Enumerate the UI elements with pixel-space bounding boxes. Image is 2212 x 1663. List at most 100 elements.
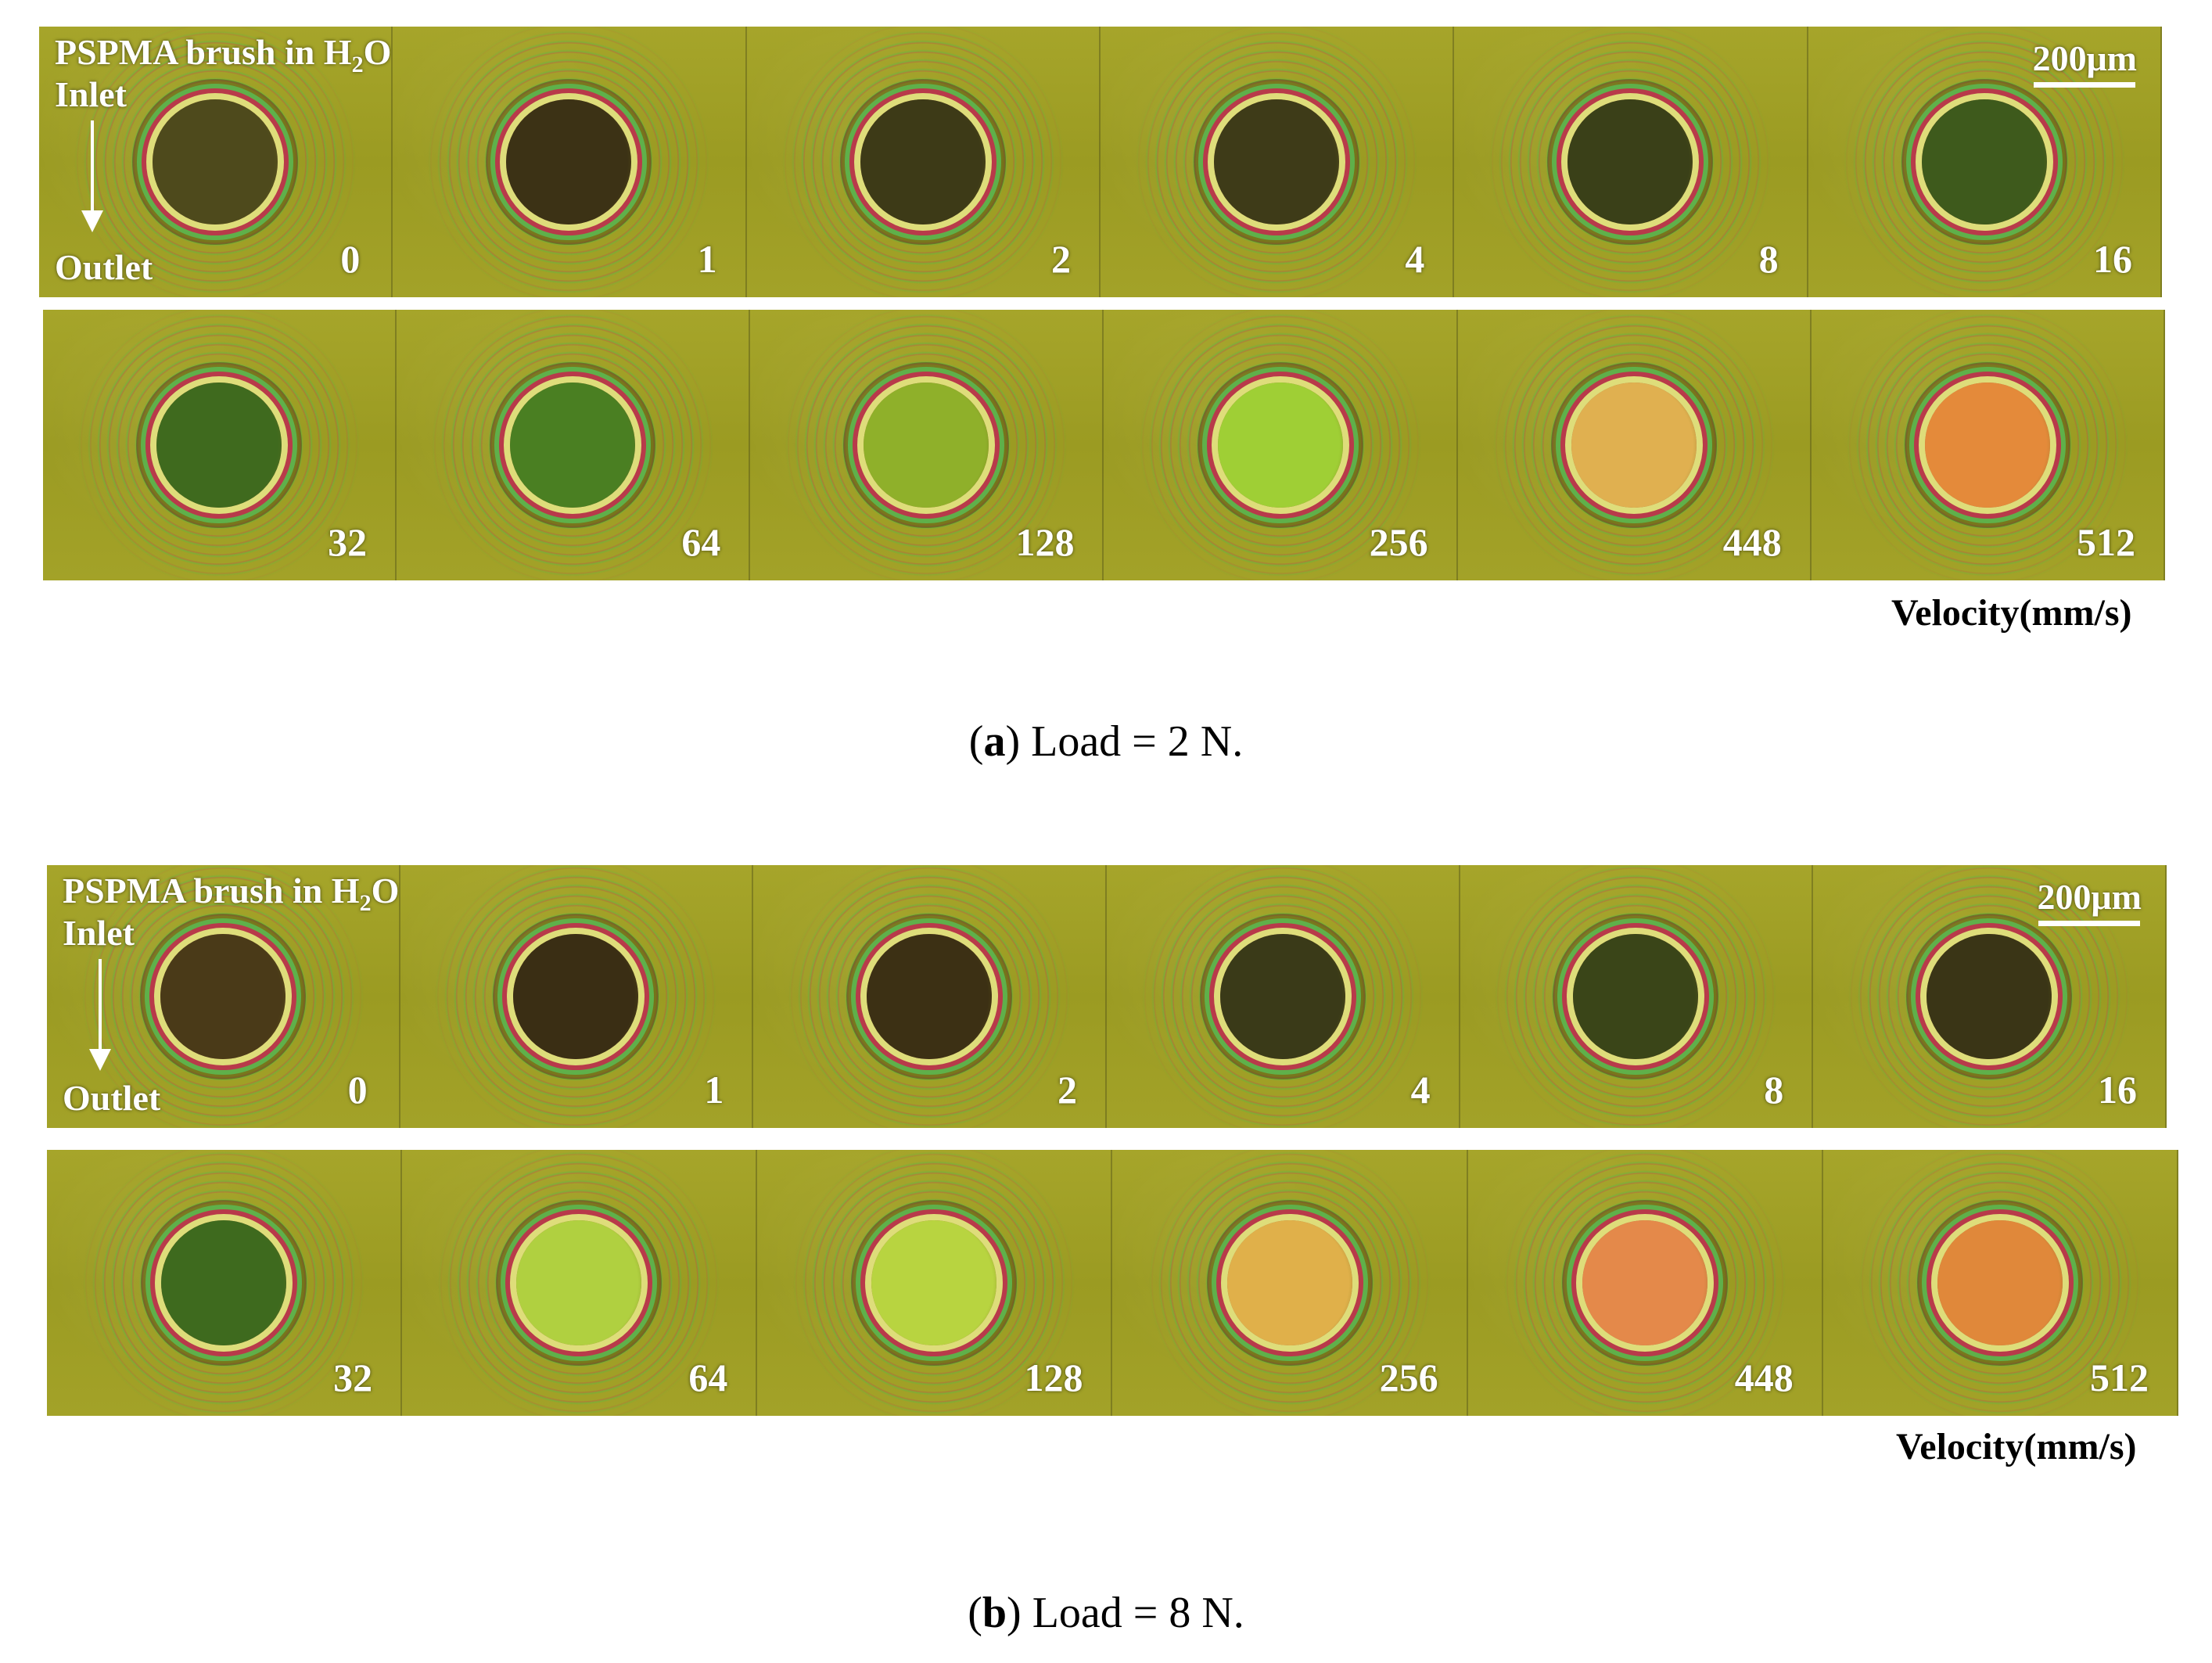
micrograph-frame: 8 xyxy=(1454,27,1808,297)
sample-title-suffix: O xyxy=(371,871,400,911)
velocity-value: 4 xyxy=(1410,1068,1431,1112)
micrograph-frame: 2 xyxy=(753,865,1107,1128)
micrograph-frame: 448 xyxy=(1457,310,1812,580)
contact-zone xyxy=(1214,99,1340,224)
velocity-value: 32 xyxy=(328,520,368,564)
contact-zone xyxy=(510,383,636,508)
micrograph-frame: 128 xyxy=(750,310,1104,580)
contact-zone xyxy=(156,383,282,508)
velocity-value: 16 xyxy=(2092,237,2132,281)
scale-bar-label: 200μm xyxy=(2037,877,2142,917)
velocity-value: 32 xyxy=(333,1356,373,1399)
panel-a-row1: 0 PSPMA brush in H2O Inlet Outlet 1 2 4 8 16 200μ… xyxy=(39,27,2162,297)
contact-zone xyxy=(161,1220,287,1345)
contact-zone xyxy=(1582,1220,1707,1345)
sample-title-prefix: PSPMA brush in H xyxy=(55,32,352,72)
velocity-value: 2 xyxy=(1057,1068,1077,1112)
micrograph-frame: 32 xyxy=(43,310,397,580)
velocity-value: 1 xyxy=(704,1068,724,1112)
panel-a-velocity-label: Velocity(mm/s) xyxy=(1891,592,2132,634)
scale-bar: 200μm xyxy=(2033,38,2137,88)
panel-b-caption: (b) Load = 8 N. xyxy=(968,1589,1244,1637)
velocity-value: 448 xyxy=(1734,1356,1794,1399)
velocity-value: 16 xyxy=(2097,1068,2137,1112)
velocity-value: 8 xyxy=(1758,237,1779,281)
velocity-value: 0 xyxy=(340,237,361,281)
velocity-value: 0 xyxy=(347,1068,368,1112)
panel-b-velocity-label: Velocity(mm/s) xyxy=(1896,1426,2137,1467)
contact-zone xyxy=(871,1220,997,1345)
velocity-value: 8 xyxy=(1764,1068,1784,1112)
micrograph-frame: 2 xyxy=(746,27,1101,297)
velocity-value: 256 xyxy=(1379,1356,1438,1399)
outlet-label: Outlet xyxy=(63,1078,161,1118)
contact-zone xyxy=(864,383,989,508)
inlet-label: Inlet xyxy=(63,913,135,953)
panel-a-caption-text: Load = 2 N. xyxy=(1020,717,1244,766)
sample-title-subscript: 2 xyxy=(359,890,372,916)
velocity-value: 64 xyxy=(681,520,721,564)
micrograph-frame: 0 PSPMA brush in H2O Inlet Outlet xyxy=(47,865,400,1128)
micrograph-frame: 64 xyxy=(397,310,751,580)
contact-zone xyxy=(1573,934,1699,1059)
velocity-value: 64 xyxy=(688,1356,728,1399)
outlet-label: Outlet xyxy=(55,247,153,287)
contact-zone xyxy=(1924,383,2050,508)
velocity-value: 4 xyxy=(1405,237,1425,281)
contact-zone xyxy=(867,934,993,1059)
velocity-value: 256 xyxy=(1369,520,1428,564)
inlet-label: Inlet xyxy=(55,74,127,114)
contact-zone xyxy=(516,1220,642,1345)
contact-zone xyxy=(1217,383,1343,508)
micrograph-frame: 64 xyxy=(402,1150,758,1416)
sample-title-prefix: PSPMA brush in H xyxy=(63,871,360,911)
panel-a-caption-letter: a xyxy=(983,717,1006,766)
contact-zone xyxy=(1921,99,2047,224)
contact-zone xyxy=(1571,383,1697,508)
scale-bar-label: 200μm xyxy=(2032,38,2137,78)
micrograph-frame: 0 PSPMA brush in H2O Inlet Outlet xyxy=(39,27,393,297)
contact-zone xyxy=(1219,934,1345,1059)
velocity-value: 448 xyxy=(1722,520,1782,564)
contact-zone xyxy=(513,934,639,1059)
flow-arrow-icon xyxy=(89,959,111,1076)
flow-arrow-icon xyxy=(81,120,103,238)
sample-title-suffix: O xyxy=(363,32,392,72)
panel-b-caption-text: Load = 8 N. xyxy=(1021,1589,1244,1637)
sample-title: PSPMA brush in H2O xyxy=(63,870,399,917)
micrograph-frame: 1 xyxy=(393,27,747,297)
sample-title-subscript: 2 xyxy=(351,52,364,77)
micrograph-frame: 4 xyxy=(1106,865,1460,1128)
panel-a-row2: 32 64 128 256 448 512 xyxy=(43,310,2165,580)
sample-title: PSPMA brush in H2O xyxy=(55,31,391,78)
micrograph-frame: 256 xyxy=(1104,310,1458,580)
micrograph-frame: 16 200μm xyxy=(1813,865,2167,1128)
velocity-value: 2 xyxy=(1050,237,1071,281)
micrograph-frame: 4 xyxy=(1100,27,1455,297)
micrograph-frame: 512 xyxy=(1811,310,2165,580)
velocity-value: 512 xyxy=(2089,1356,2149,1399)
contact-zone xyxy=(860,99,986,224)
panel-a-caption: (a) Load = 2 N. xyxy=(968,717,1244,766)
velocity-value: 128 xyxy=(1015,520,1075,564)
contact-zone xyxy=(160,934,285,1059)
micrograph-frame: 1 xyxy=(400,865,754,1128)
contact-zone xyxy=(153,99,278,224)
contact-zone xyxy=(1927,934,2052,1059)
velocity-value: 1 xyxy=(697,237,717,281)
velocity-value: 512 xyxy=(2076,520,2135,564)
micrograph-frame: 128 xyxy=(757,1150,1113,1416)
contact-zone xyxy=(506,99,632,224)
scale-bar-line xyxy=(2034,82,2136,88)
contact-zone xyxy=(1937,1220,2063,1345)
micrograph-frame: 16 200μm xyxy=(1808,27,2162,297)
contact-zone xyxy=(1226,1220,1352,1345)
scale-bar: 200μm xyxy=(2038,876,2142,926)
micrograph-frame: 448 xyxy=(1467,1150,1823,1416)
micrograph-frame: 8 xyxy=(1460,865,1814,1128)
scale-bar-line xyxy=(2038,921,2141,926)
panel-b-row1: 0 PSPMA brush in H2O Inlet Outlet 1 2 4 8 16 200μ… xyxy=(47,865,2167,1128)
velocity-value: 128 xyxy=(1024,1356,1083,1399)
contact-zone xyxy=(1567,99,1693,224)
panel-b-row2: 32 64 128 256 448 512 xyxy=(47,1150,2178,1416)
